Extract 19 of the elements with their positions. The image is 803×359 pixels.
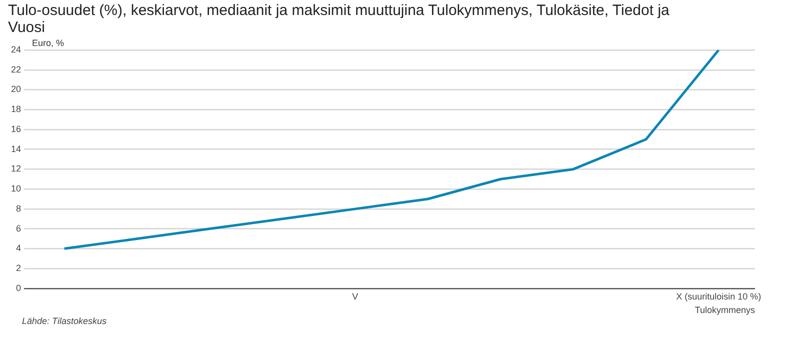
y-tick-label: 24 — [10, 44, 22, 54]
chart-title: Tulo-osuudet (%), keskiarvot, mediaanit ja maksimit muuttujina Tulokymmenys, Tulokäsite, Tiedot ja Vuosi — [8, 2, 670, 36]
y-tick-label: 4 — [16, 243, 22, 254]
text: Lähde: Tilastokeskus — [22, 316, 108, 326]
y-axis-title: Euro, % — [32, 38, 64, 48]
y-tick-label: 6 — [16, 223, 22, 234]
y-tick-label: 2 — [16, 263, 22, 274]
x-tick-label: X (suurituloisin 10 %) — [676, 291, 762, 302]
x-axis-title: Tulokymmenys — [694, 305, 756, 316]
x-tick-label: V — [352, 291, 358, 302]
y-tick-label: 0 — [16, 282, 22, 293]
y-tick-label: 22 — [10, 64, 22, 74]
y-tick-label: 12 — [10, 164, 22, 174]
y-tick-label: 20 — [10, 84, 22, 94]
y-tick-label: 8 — [16, 203, 22, 214]
y-tick-label: 16 — [10, 124, 22, 134]
y-tick-label: 14 — [10, 144, 22, 154]
y-tick-label: 10 — [10, 184, 22, 194]
y-tick-label: 18 — [10, 104, 22, 114]
